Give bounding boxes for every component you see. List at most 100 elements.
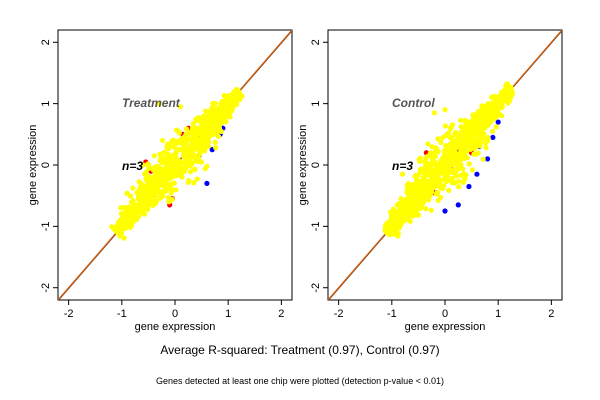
yellow-point <box>473 119 479 126</box>
yellow-point <box>166 183 172 189</box>
plot-area <box>58 30 292 300</box>
yellow-point <box>490 128 496 134</box>
yellow-point <box>177 146 184 152</box>
yellow-point <box>142 183 148 189</box>
plot-area <box>328 30 562 300</box>
yellow-point <box>206 109 213 115</box>
yellow-point <box>390 215 397 221</box>
yellow-point <box>437 178 443 184</box>
yellow-point <box>206 124 212 130</box>
yellow-point <box>206 143 212 149</box>
yellow-point <box>151 153 158 159</box>
yellow-point <box>450 157 457 163</box>
yellow-point <box>471 143 478 150</box>
yellow-point <box>158 175 164 181</box>
yellow-point <box>443 143 449 149</box>
x-tick-label: -2 <box>334 308 344 320</box>
yellow-point <box>434 189 440 195</box>
yellow-point <box>181 153 187 159</box>
x-tick-label: 0 <box>442 308 448 320</box>
yellow-point <box>146 165 152 172</box>
yellow-point <box>472 139 478 145</box>
yellow-point <box>197 130 203 136</box>
yellow-point <box>458 124 464 130</box>
yellow-point <box>223 113 229 120</box>
yellow-point <box>118 205 124 211</box>
yellow-point <box>181 143 188 150</box>
yellow-point <box>168 164 174 170</box>
yellow-point <box>170 152 176 158</box>
yellow-point <box>194 176 200 182</box>
scatter-panel-2: -2 -1 0 1 2 -2 -1 0 1 2 gene expression gene expres… <box>297 29 563 333</box>
yellow-point <box>505 100 511 106</box>
x-tick-label: -1 <box>117 308 127 320</box>
yellow-point <box>154 179 160 185</box>
yellow-point <box>201 141 207 147</box>
yellow-point <box>195 141 201 147</box>
yellow-point <box>202 166 208 172</box>
yellow-point <box>441 176 447 182</box>
x-axis-label: gene expression <box>135 321 216 333</box>
yellow-point <box>157 158 163 164</box>
yellow-point <box>163 171 169 177</box>
yellow-point <box>206 134 212 140</box>
yellow-point <box>231 99 237 105</box>
yellow-point <box>494 96 500 103</box>
blue-point <box>455 202 461 208</box>
yellow-point <box>138 180 144 186</box>
yellow-point <box>460 179 466 185</box>
yellow-point <box>407 202 414 208</box>
yellow-point <box>480 156 486 162</box>
yellow-point <box>458 145 464 152</box>
yellow-point <box>452 166 458 173</box>
yellow-point <box>116 226 122 233</box>
y-axis-label: gene expression <box>27 125 39 206</box>
x-tick-label: 2 <box>278 308 284 320</box>
yellow-point <box>475 150 481 156</box>
yellow-point <box>477 126 483 133</box>
yellow-point <box>435 149 441 155</box>
yellow-point <box>453 173 459 179</box>
yellow-point <box>460 166 466 172</box>
y-tick-label: 2 <box>310 39 322 45</box>
yellow-point <box>487 107 493 113</box>
yellow-point <box>145 187 151 194</box>
yellow-point <box>452 140 458 146</box>
yellow-point <box>484 138 490 144</box>
yellow-point <box>130 185 136 191</box>
yellow-point <box>404 190 410 196</box>
yellow-point <box>466 143 472 149</box>
x-tick-label: -1 <box>387 308 397 320</box>
yellow-point <box>448 167 454 173</box>
yellow-point <box>423 155 429 161</box>
yellow-point <box>466 125 472 131</box>
yellow-point <box>463 137 469 143</box>
yellow-point <box>426 194 432 200</box>
yellow-point <box>143 169 149 175</box>
yellow-point <box>198 119 204 125</box>
yellow-point <box>167 175 174 181</box>
yellow-point <box>388 209 394 215</box>
yellow-point <box>398 195 404 202</box>
yellow-point <box>199 145 206 151</box>
yellow-point <box>150 165 156 172</box>
yellow-point <box>439 163 445 169</box>
yellow-point <box>393 220 400 227</box>
detection-footnote: Genes detected at least one chip were pl… <box>156 376 444 386</box>
yellow-point <box>175 140 181 146</box>
yellow-point <box>417 179 424 185</box>
yellow-point <box>192 128 198 134</box>
yellow-point <box>449 177 455 184</box>
yellow-point <box>483 144 489 151</box>
yellow-point <box>150 184 156 190</box>
yellow-point <box>503 83 509 89</box>
yellow-point <box>469 167 476 173</box>
yellow-point <box>197 151 203 157</box>
yellow-point <box>212 101 218 107</box>
yellow-point <box>193 146 199 152</box>
yellow-point <box>466 161 472 167</box>
yellow-point <box>181 167 187 173</box>
yellow-point <box>438 139 444 145</box>
blue-point <box>474 171 480 177</box>
yellow-point <box>191 154 198 160</box>
